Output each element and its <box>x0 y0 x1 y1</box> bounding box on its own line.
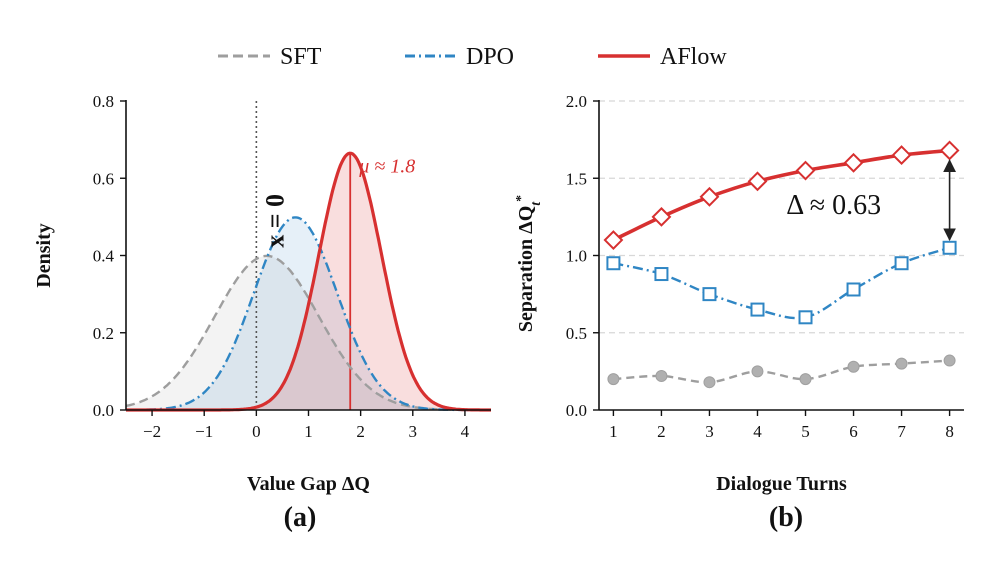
panel-a-x-tick-label: 2 <box>356 422 365 441</box>
marker-aflow <box>891 145 912 165</box>
marker-sft <box>799 373 812 386</box>
marker-sft <box>703 376 716 389</box>
panel-b-y-tick-label: 1.0 <box>566 247 587 266</box>
panel-a-x-tick-label: 0 <box>252 422 261 441</box>
legend-entry-dpo: DPO <box>405 44 514 70</box>
panel-a-x-axis-label: Value Gap ΔQ <box>247 473 370 495</box>
panel-a-x-tick-label: 4 <box>461 422 470 441</box>
panel-a-y-tick-label: 0.6 <box>93 169 114 188</box>
panel-b-x-tick-label: 2 <box>657 422 666 441</box>
panel-b-y-tick-label: 2.0 <box>566 92 587 111</box>
panel-b-axes: 0.0 0.5 1.0 1.5 2.0 1 2 3 4 5 6 7 8 <box>566 92 964 441</box>
panel-a-y-axis-label: Density <box>33 223 55 287</box>
marker-dpo <box>606 256 621 271</box>
marker-sft <box>943 354 956 367</box>
mean-label: μ ≈ 1.8 <box>358 155 415 177</box>
marker-sft <box>655 370 668 383</box>
legend-entry-aflow: AFlow <box>598 44 727 70</box>
series-line-aflow <box>612 148 950 242</box>
panel-a-y-tick-label: 0.0 <box>93 401 114 420</box>
panel-b-x-tick-label: 1 <box>609 422 618 441</box>
panel-b-y-tick-label: 0.5 <box>566 324 587 343</box>
panel-a-x-tick-label: 1 <box>304 422 313 441</box>
panel-a-y-tick-label: 0.8 <box>93 92 114 111</box>
legend-label-aflow: AFlow <box>660 44 727 70</box>
legend-label-sft: SFT <box>280 44 322 70</box>
panel-b-y-tick-label: 1.5 <box>566 169 587 188</box>
marker-aflow <box>747 171 768 192</box>
marker-dpo <box>798 310 813 325</box>
marker-dpo <box>942 240 957 255</box>
panel-a-x-tick-label: 3 <box>409 422 418 441</box>
marker-aflow <box>603 230 624 250</box>
marker-sft <box>607 373 620 386</box>
panel-a-y-tick-label: 0.2 <box>93 324 114 343</box>
series-markers <box>603 140 960 389</box>
density-curve-dpo <box>126 216 491 412</box>
marker-aflow <box>843 152 864 173</box>
panel-a-x-tick-label: −1 <box>195 422 213 441</box>
marker-dpo <box>702 287 717 302</box>
panel-b-x-tick-label: 5 <box>801 422 810 441</box>
legend: SFT DPO AFlow <box>218 44 727 70</box>
panel-a-y-tick-label: 0.4 <box>93 247 115 266</box>
panel-a-label: (a) <box>284 502 317 533</box>
legend-entry-sft: SFT <box>218 44 322 70</box>
marker-dpo <box>750 302 765 317</box>
panel-b-label: (b) <box>769 502 803 533</box>
density-fill-sft <box>126 255 491 410</box>
marker-dpo <box>654 267 669 282</box>
panel-b-y-tick-label: 0.0 <box>566 401 587 420</box>
panel-a-axes: 0.0 0.2 0.4 0.6 0.8 −2 −1 0 1 2 3 4 <box>93 92 491 441</box>
panel-b-y-axis-label-sup: * <box>514 195 529 202</box>
marker-aflow <box>699 186 720 207</box>
panel-a-density-chart: 0.0 0.2 0.4 0.6 0.8 −2 −1 0 1 2 3 4 x = 0 μ ≈ 1.8 V… <box>33 92 491 533</box>
marker-aflow <box>651 206 672 227</box>
gap-label: Δ ≈ 0.63 <box>786 190 881 221</box>
panel-b-y-axis-label-main: Separation ΔQ <box>515 206 537 332</box>
marker-dpo <box>894 256 909 271</box>
panel-b-x-tick-label: 4 <box>753 422 762 441</box>
legend-label-dpo: DPO <box>466 44 514 70</box>
panel-b-y-axis-label-sub: t <box>529 201 544 206</box>
density-fill-dpo <box>126 217 491 410</box>
panel-b-x-tick-label: 6 <box>849 422 858 441</box>
panel-b-y-axis-label: Separation ΔQt* <box>514 195 544 332</box>
marker-aflow <box>795 160 816 181</box>
marker-sft <box>895 357 908 370</box>
panel-b-x-tick-label: 8 <box>945 422 954 441</box>
marker-dpo <box>846 282 861 297</box>
zero-line-label: x = 0 <box>260 194 289 248</box>
panel-b-line-chart: 0.0 0.5 1.0 1.5 2.0 1 2 3 4 5 6 7 8 Δ ≈ 0.63 Dialogu… <box>514 92 964 533</box>
panel-b-x-tick-label: 7 <box>897 422 906 441</box>
marker-sft <box>751 365 764 378</box>
marker-sft <box>847 360 860 373</box>
marker-aflow <box>939 140 960 161</box>
panel-b-gridlines <box>599 100 964 334</box>
density-fill-aflow <box>126 153 491 410</box>
panel-b-x-axis-label: Dialogue Turns <box>716 473 847 495</box>
panel-b-x-tick-label: 3 <box>705 422 714 441</box>
panel-a-x-tick-label: −2 <box>143 422 161 441</box>
density-fills <box>126 153 491 410</box>
